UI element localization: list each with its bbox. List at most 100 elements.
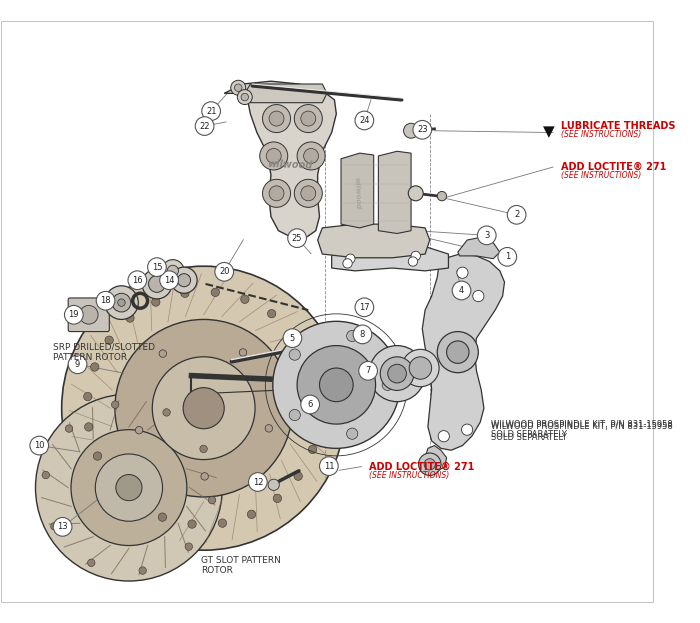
Text: 17: 17 (359, 303, 370, 312)
Circle shape (167, 265, 178, 277)
Circle shape (355, 298, 374, 316)
Circle shape (369, 346, 425, 402)
Circle shape (142, 269, 172, 299)
Circle shape (288, 229, 307, 247)
Polygon shape (245, 84, 327, 103)
Circle shape (111, 401, 119, 409)
Text: 19: 19 (69, 310, 79, 319)
Text: 25: 25 (292, 234, 302, 243)
Circle shape (95, 454, 162, 521)
Circle shape (388, 364, 407, 383)
Circle shape (162, 260, 184, 282)
Text: 8: 8 (360, 330, 365, 339)
Circle shape (88, 559, 95, 566)
Circle shape (268, 479, 279, 490)
Circle shape (112, 293, 131, 312)
Circle shape (289, 409, 300, 421)
Text: SOLD SEPARATELY: SOLD SEPARATELY (491, 430, 567, 439)
Text: ADD LOCTITE® 271: ADD LOCTITE® 271 (369, 462, 475, 472)
Circle shape (408, 186, 424, 201)
Circle shape (148, 258, 167, 277)
Text: 6: 6 (307, 400, 313, 409)
Circle shape (297, 142, 325, 170)
Circle shape (260, 142, 288, 170)
Circle shape (239, 349, 246, 356)
Circle shape (62, 266, 346, 550)
Circle shape (269, 111, 284, 126)
Circle shape (36, 394, 223, 581)
Circle shape (158, 513, 167, 521)
Circle shape (382, 379, 393, 391)
Circle shape (301, 186, 316, 201)
Circle shape (248, 473, 267, 492)
Circle shape (71, 430, 187, 546)
Circle shape (128, 271, 147, 290)
Text: GT SLOT PATTERN
ROTOR: GT SLOT PATTERN ROTOR (201, 556, 281, 575)
Circle shape (304, 148, 318, 163)
FancyBboxPatch shape (1, 21, 653, 602)
Circle shape (297, 346, 376, 424)
Text: 10: 10 (34, 441, 45, 450)
Circle shape (218, 519, 227, 527)
Polygon shape (318, 224, 430, 258)
Circle shape (294, 179, 322, 207)
Polygon shape (458, 237, 500, 259)
Circle shape (148, 275, 165, 292)
Circle shape (290, 330, 298, 339)
Circle shape (185, 543, 193, 550)
Circle shape (319, 457, 338, 475)
Circle shape (64, 305, 83, 324)
Text: 23: 23 (417, 125, 428, 135)
Circle shape (171, 267, 197, 293)
Circle shape (413, 120, 432, 139)
Circle shape (359, 361, 377, 380)
Circle shape (262, 179, 290, 207)
Text: 13: 13 (57, 522, 68, 531)
Circle shape (319, 368, 353, 402)
Circle shape (473, 290, 484, 302)
Circle shape (447, 341, 469, 363)
Circle shape (265, 425, 272, 432)
Text: ADD LOCTITE® 271: ADD LOCTITE® 271 (561, 161, 667, 171)
Text: 4: 4 (459, 286, 464, 295)
Text: WILWOOD PROSPINDLE KIT, P/N 831-15958
SOLD SEPARATELY: WILWOOD PROSPINDLE KIT, P/N 831-15958 SO… (491, 422, 673, 442)
Circle shape (410, 357, 432, 379)
Circle shape (241, 93, 248, 101)
Circle shape (201, 473, 209, 480)
Circle shape (181, 289, 189, 297)
Circle shape (234, 84, 242, 92)
Circle shape (301, 395, 319, 414)
Circle shape (209, 497, 216, 504)
Text: 3: 3 (484, 231, 489, 240)
Circle shape (105, 336, 113, 345)
Circle shape (68, 355, 87, 374)
Text: ▼: ▼ (542, 124, 554, 139)
Circle shape (273, 321, 400, 449)
Circle shape (346, 428, 358, 439)
Circle shape (269, 186, 284, 201)
Circle shape (93, 452, 102, 460)
Circle shape (42, 472, 50, 479)
Text: 14: 14 (164, 276, 174, 285)
Circle shape (408, 257, 418, 266)
Text: 22: 22 (199, 121, 210, 131)
Text: 12: 12 (253, 477, 263, 487)
Text: (SEE INSTRUCTIONS): (SEE INSTRUCTIONS) (561, 171, 642, 180)
Circle shape (104, 286, 139, 320)
Circle shape (289, 349, 300, 360)
Circle shape (159, 350, 167, 358)
Circle shape (314, 385, 323, 394)
Circle shape (241, 295, 249, 303)
Circle shape (262, 105, 290, 133)
Circle shape (294, 472, 302, 480)
Circle shape (380, 357, 414, 391)
Polygon shape (379, 151, 411, 234)
Circle shape (85, 423, 93, 431)
Circle shape (96, 292, 115, 310)
Circle shape (139, 567, 146, 574)
Circle shape (65, 425, 73, 432)
Circle shape (83, 392, 92, 401)
Text: 7: 7 (365, 366, 371, 375)
Circle shape (50, 523, 58, 530)
Circle shape (457, 267, 468, 278)
